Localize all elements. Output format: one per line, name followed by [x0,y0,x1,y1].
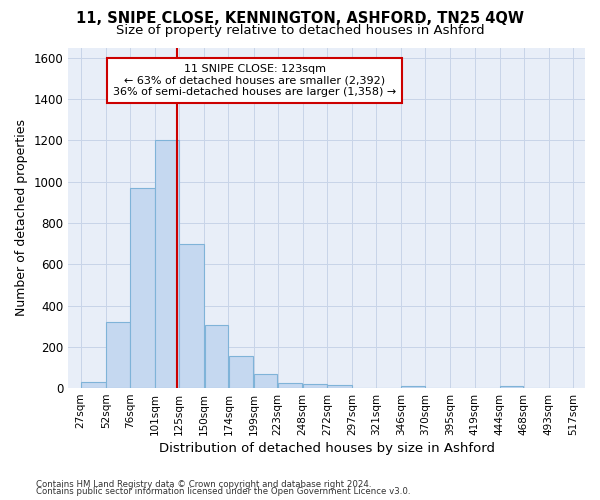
Bar [254,374,277,388]
Bar [205,325,228,388]
Bar [303,384,326,388]
Bar [327,385,352,388]
Bar [179,244,204,388]
Bar [229,356,253,388]
Bar [81,382,106,388]
Bar [278,383,302,388]
Text: 11, SNIPE CLOSE, KENNINGTON, ASHFORD, TN25 4QW: 11, SNIPE CLOSE, KENNINGTON, ASHFORD, TN… [76,11,524,26]
X-axis label: Distribution of detached houses by size in Ashford: Distribution of detached houses by size … [158,442,494,455]
Text: 11 SNIPE CLOSE: 123sqm
← 63% of detached houses are smaller (2,392)
36% of semi-: 11 SNIPE CLOSE: 123sqm ← 63% of detached… [113,64,396,97]
Text: Contains HM Land Registry data © Crown copyright and database right 2024.: Contains HM Land Registry data © Crown c… [36,480,371,489]
Text: Size of property relative to detached houses in Ashford: Size of property relative to detached ho… [116,24,484,37]
Bar [155,140,179,388]
Y-axis label: Number of detached properties: Number of detached properties [15,120,28,316]
Bar [401,386,425,388]
Bar [500,386,523,388]
Text: Contains public sector information licensed under the Open Government Licence v3: Contains public sector information licen… [36,487,410,496]
Bar [130,188,155,388]
Bar [106,322,130,388]
